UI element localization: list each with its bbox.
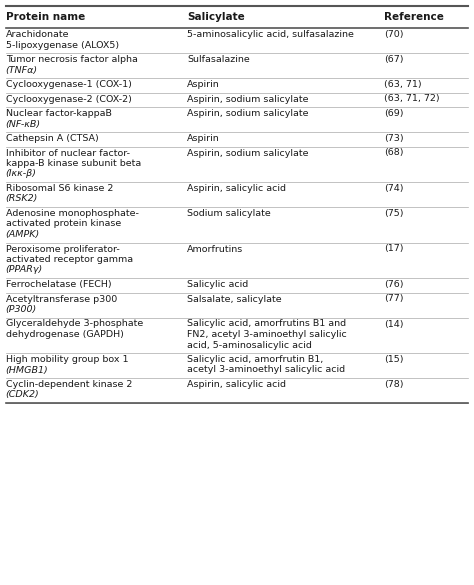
Text: Salicylate: Salicylate: [187, 12, 245, 22]
Text: Salicylic acid, amorfrutins B1 and: Salicylic acid, amorfrutins B1 and: [187, 319, 346, 329]
Text: (74): (74): [384, 184, 403, 193]
Text: (78): (78): [384, 380, 403, 389]
Text: Arachidonate: Arachidonate: [6, 30, 69, 39]
Text: Peroxisome proliferator-: Peroxisome proliferator-: [6, 245, 119, 253]
Text: (68): (68): [384, 149, 403, 157]
Text: Nuclear factor-kappaB: Nuclear factor-kappaB: [6, 109, 111, 118]
Text: Tumor necrosis factor alpha: Tumor necrosis factor alpha: [6, 55, 137, 64]
Text: Amorfrutins: Amorfrutins: [187, 245, 244, 253]
Text: dehydrogenase (GAPDH): dehydrogenase (GAPDH): [6, 330, 124, 339]
Text: (63, 71): (63, 71): [384, 80, 421, 89]
Text: (77): (77): [384, 294, 403, 304]
Text: Cyclin-dependent kinase 2: Cyclin-dependent kinase 2: [6, 380, 132, 389]
Text: Aspirin, sodium salicylate: Aspirin, sodium salicylate: [187, 109, 309, 118]
Text: (TNFα): (TNFα): [6, 66, 38, 74]
Text: Protein name: Protein name: [6, 12, 85, 22]
Text: (63, 71, 72): (63, 71, 72): [384, 95, 439, 104]
Text: Aspirin, sodium salicylate: Aspirin, sodium salicylate: [187, 95, 309, 104]
Text: FN2, acetyl 3-aminoethyl salicylic: FN2, acetyl 3-aminoethyl salicylic: [187, 330, 347, 339]
Text: activated receptor gamma: activated receptor gamma: [6, 255, 133, 264]
Text: Aspirin, sodium salicylate: Aspirin, sodium salicylate: [187, 149, 309, 157]
Text: Acetyltransferase p300: Acetyltransferase p300: [6, 294, 117, 304]
Text: (RSK2): (RSK2): [6, 194, 38, 204]
Text: (HMGB1): (HMGB1): [6, 366, 48, 374]
Text: Sulfasalazine: Sulfasalazine: [187, 55, 250, 64]
Text: (Iκκ-β): (Iκκ-β): [6, 170, 36, 178]
Text: acid, 5-aminosalicylic acid: acid, 5-aminosalicylic acid: [187, 340, 312, 349]
Text: Sodium salicylate: Sodium salicylate: [187, 209, 271, 218]
Text: Aspirin, salicylic acid: Aspirin, salicylic acid: [187, 184, 286, 193]
Text: (CDK2): (CDK2): [6, 391, 39, 400]
Text: Cyclooxygenase-2 (COX-2): Cyclooxygenase-2 (COX-2): [6, 95, 132, 104]
Text: Aspirin: Aspirin: [187, 134, 220, 143]
Text: (PPARγ): (PPARγ): [6, 266, 43, 274]
Text: Aspirin: Aspirin: [187, 80, 220, 89]
Text: (15): (15): [384, 355, 403, 364]
Text: (69): (69): [384, 109, 403, 118]
Text: Reference: Reference: [384, 12, 444, 22]
Text: 5-lipoxygenase (ALOX5): 5-lipoxygenase (ALOX5): [6, 40, 119, 50]
Text: Salicylic acid, amorfrutin B1,: Salicylic acid, amorfrutin B1,: [187, 355, 323, 364]
Text: Ferrochelatase (FECH): Ferrochelatase (FECH): [6, 280, 111, 289]
Text: activated protein kinase: activated protein kinase: [6, 219, 121, 229]
Text: (P300): (P300): [6, 305, 37, 314]
Text: High mobility group box 1: High mobility group box 1: [6, 355, 128, 364]
Text: Adenosine monophosphate-: Adenosine monophosphate-: [6, 209, 138, 218]
Text: Inhibitor of nuclear factor-: Inhibitor of nuclear factor-: [6, 149, 130, 157]
Text: (76): (76): [384, 280, 403, 289]
Text: (14): (14): [384, 319, 403, 329]
Text: (73): (73): [384, 134, 403, 143]
Text: Salicylic acid: Salicylic acid: [187, 280, 248, 289]
Text: Ribosomal S6 kinase 2: Ribosomal S6 kinase 2: [6, 184, 113, 193]
Text: (70): (70): [384, 30, 403, 39]
Text: Aspirin, salicylic acid: Aspirin, salicylic acid: [187, 380, 286, 389]
Text: (NF-κB): (NF-κB): [6, 119, 41, 129]
Text: (AMPK): (AMPK): [6, 230, 40, 239]
Text: (75): (75): [384, 209, 403, 218]
Text: kappa-B kinase subunit beta: kappa-B kinase subunit beta: [6, 159, 141, 168]
Text: Cyclooxygenase-1 (COX-1): Cyclooxygenase-1 (COX-1): [6, 80, 132, 89]
Text: 5-aminosalicylic acid, sulfasalazine: 5-aminosalicylic acid, sulfasalazine: [187, 30, 354, 39]
Text: Cathepsin A (CTSA): Cathepsin A (CTSA): [6, 134, 99, 143]
Text: acetyl 3-aminoethyl salicylic acid: acetyl 3-aminoethyl salicylic acid: [187, 366, 346, 374]
Text: (67): (67): [384, 55, 403, 64]
Text: Salsalate, salicylate: Salsalate, salicylate: [187, 294, 282, 304]
Text: (17): (17): [384, 245, 403, 253]
Text: Glyceraldehyde 3-phosphate: Glyceraldehyde 3-phosphate: [6, 319, 143, 329]
